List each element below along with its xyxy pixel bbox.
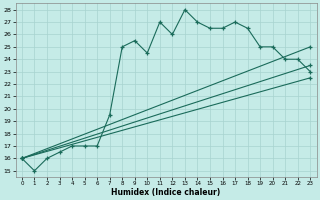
X-axis label: Humidex (Indice chaleur): Humidex (Indice chaleur) xyxy=(111,188,221,197)
